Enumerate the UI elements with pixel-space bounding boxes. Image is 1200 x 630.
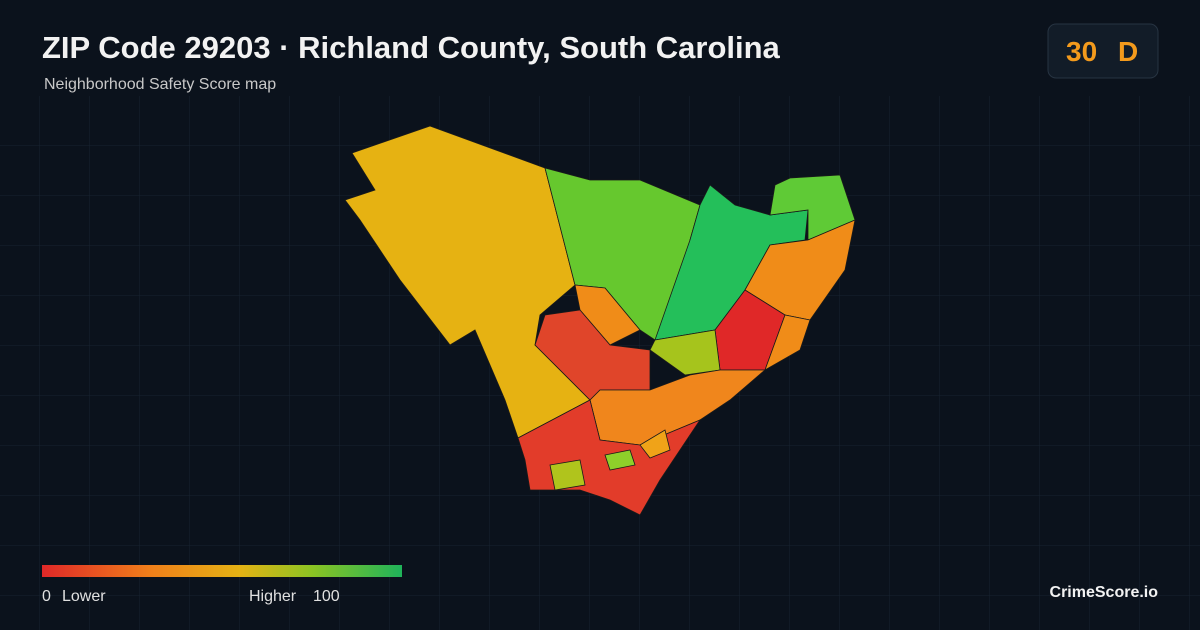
legend-max: 100 bbox=[313, 588, 340, 605]
brand: CrimeScore.io bbox=[1049, 584, 1158, 601]
legend-max-label: Higher bbox=[249, 588, 297, 605]
area bbox=[604, 449, 636, 471]
neighborhoods bbox=[344, 125, 856, 516]
title: ZIP Code 29203 · Richland County, South … bbox=[42, 30, 780, 65]
area bbox=[574, 284, 641, 346]
legend-bar bbox=[42, 565, 402, 577]
score-badge bbox=[1047, 23, 1159, 79]
area bbox=[639, 429, 671, 459]
grade: D bbox=[1118, 36, 1139, 67]
area bbox=[764, 314, 811, 371]
area bbox=[649, 329, 721, 376]
score: 30 bbox=[1066, 36, 1098, 67]
legend-min-label: Lower bbox=[62, 588, 106, 605]
subtitle: Neighborhood Safety Score map bbox=[44, 76, 277, 93]
legend-min: 0 bbox=[42, 588, 51, 605]
area bbox=[549, 459, 586, 491]
